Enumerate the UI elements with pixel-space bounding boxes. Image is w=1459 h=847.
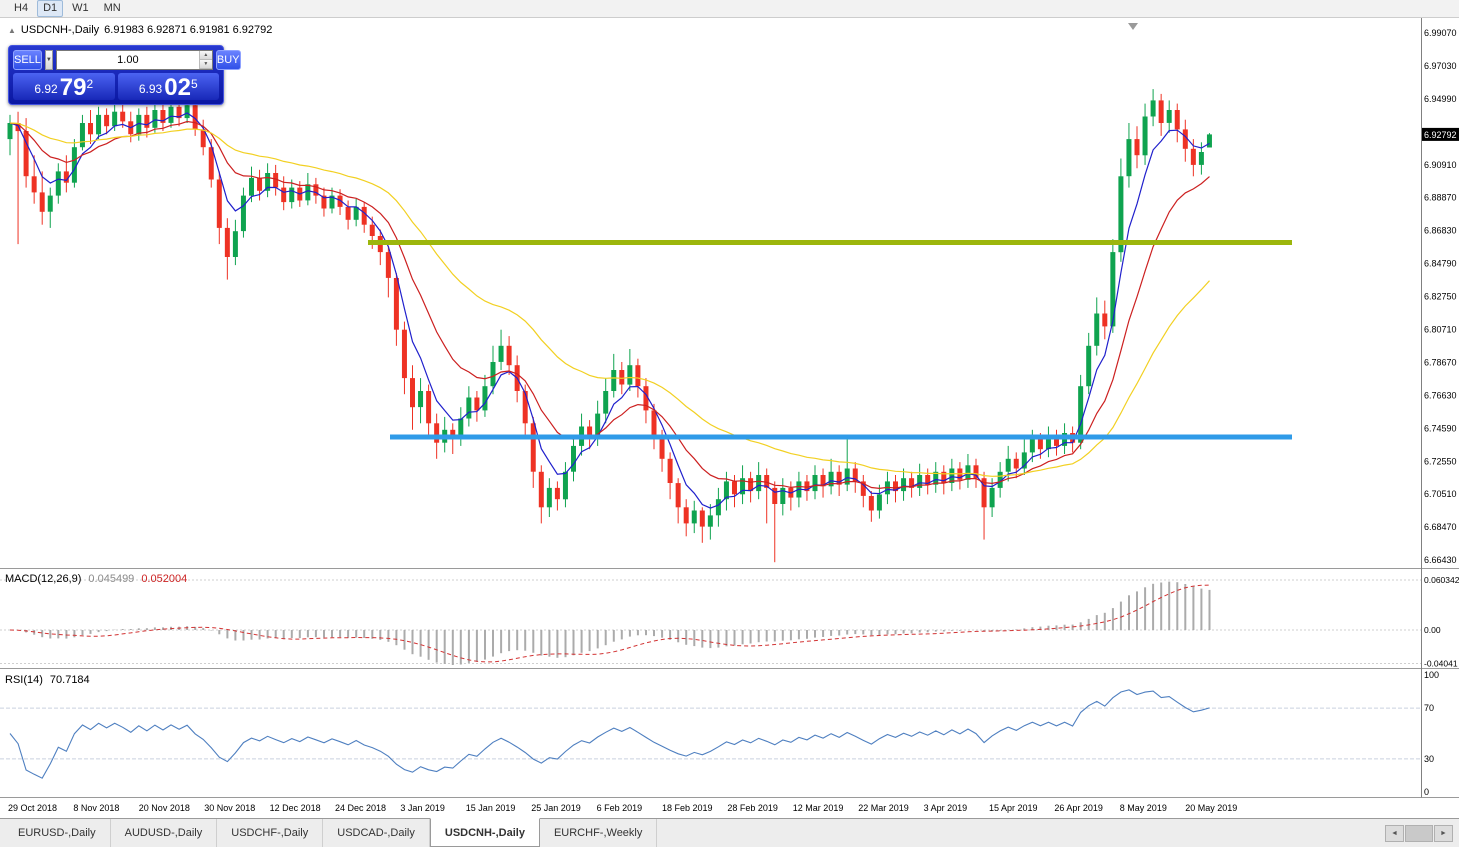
macd-value: 0.045499 [88,573,135,585]
rsi-value: 70.7184 [49,674,90,686]
svg-text:12 Dec 2018: 12 Dec 2018 [270,803,321,813]
svg-text:6.76630: 6.76630 [1424,390,1457,400]
scroll-left-button[interactable]: ◄ [1385,824,1404,842]
svg-text:22 Mar 2019: 22 Mar 2019 [858,803,909,813]
tab-eurusd-daily[interactable]: EURUSD-,Daily [4,819,111,847]
macd-signal-value: 0.052004 [141,573,188,585]
sell-price-big-digits: 79 [59,74,87,101]
timeframe-button-h4[interactable]: H4 [14,2,29,14]
volume-input[interactable] [56,51,199,69]
svg-text:6.72550: 6.72550 [1424,456,1457,466]
tab-usdchf-daily[interactable]: USDCHF-,Daily [217,819,324,847]
svg-text:18 Feb 2019: 18 Feb 2019 [662,803,713,813]
buy-price-big-digits: 02 [164,74,191,101]
svg-text:70: 70 [1424,703,1434,713]
buy-price-display[interactable]: 6.93 02 5 [117,73,219,101]
svg-text:12 Mar 2019: 12 Mar 2019 [793,803,844,813]
tabs-strip: EURUSD-,Daily AUDUSD-,Daily USDCHF-,Daily U… [4,818,658,847]
svg-text:6.92792: 6.92792 [1424,130,1457,140]
svg-text:30: 30 [1424,754,1434,764]
volume-field: ▲ ▼ [55,50,213,70]
tabs-scrollbar: ◄ ► [1385,819,1453,847]
scroll-right-button[interactable]: ► [1434,824,1453,842]
svg-text:6.78670: 6.78670 [1424,357,1457,367]
sell-price-pip: 2 [86,77,94,91]
chart-shift-marker-icon[interactable] [1128,23,1138,30]
svg-text:6.74590: 6.74590 [1424,423,1457,433]
chart-area: 6.990706.970306.949906.929506.909106.888… [0,18,1459,818]
tab-usdcad-daily[interactable]: USDCAD-,Daily [323,819,430,847]
buy-price-pip: 5 [190,77,198,91]
chart-symbol-period: USDCNH-,Daily [20,24,100,36]
chart-ohlc-values: 6.91983 6.92871 6.91981 6.92792 [104,24,273,36]
chart-tabs-bar: EURUSD-,Daily AUDUSD-,Daily USDCHF-,Daily U… [0,818,1459,847]
svg-text:3 Jan 2019: 3 Jan 2019 [400,803,445,813]
svg-text:0.060342: 0.060342 [1424,575,1459,585]
svg-text:20 Nov 2018: 20 Nov 2018 [139,803,190,813]
timeframe-button-mn[interactable]: MN [103,2,121,14]
svg-text:26 Apr 2019: 26 Apr 2019 [1054,803,1103,813]
svg-text:6.86830: 6.86830 [1424,226,1457,236]
svg-text:25 Jan 2019: 25 Jan 2019 [531,803,581,813]
sell-button[interactable]: SELL [13,50,42,70]
svg-text:30 Nov 2018: 30 Nov 2018 [204,803,255,813]
tab-usdcnh-daily[interactable]: USDCNH-,Daily [429,818,540,847]
svg-text:6.68470: 6.68470 [1424,522,1457,532]
timeframe-button-d1[interactable]: D1 [37,0,64,17]
svg-text:15 Jan 2019: 15 Jan 2019 [466,803,516,813]
svg-text:6 Feb 2019: 6 Feb 2019 [597,803,643,813]
rsi-name: RSI(14) [5,674,43,686]
svg-text:6.84790: 6.84790 [1424,259,1457,269]
svg-text:8 May 2019: 8 May 2019 [1120,803,1167,813]
timeframe-toolbar: H4 D1 W1 MN [0,0,1459,18]
scrollbar-thumb[interactable] [1405,824,1433,842]
buy-button[interactable]: BUY [215,50,241,70]
svg-text:24 Dec 2018: 24 Dec 2018 [335,803,386,813]
svg-text:100: 100 [1424,670,1439,680]
rsi-label: RSI(14) 70.7184 [5,674,90,686]
volume-down-button[interactable]: ▼ [199,60,212,69]
volume-dropdown-button[interactable]: ▼ [44,50,53,70]
svg-text:0: 0 [1424,787,1429,797]
svg-text:6.66430: 6.66430 [1424,555,1457,565]
svg-text:0.00: 0.00 [1424,625,1441,635]
svg-text:6.97030: 6.97030 [1424,61,1457,71]
ohlc-header: ▲ USDCNH-,Daily 6.91983 6.92871 6.91981 6.… [8,24,272,36]
sell-price-prefix: 6.92 [34,82,58,96]
svg-text:15 Apr 2019: 15 Apr 2019 [989,803,1038,813]
svg-text:28 Feb 2019: 28 Feb 2019 [727,803,778,813]
svg-text:29 Oct 2018: 29 Oct 2018 [8,803,57,813]
svg-text:3 Apr 2019: 3 Apr 2019 [924,803,968,813]
sell-price-display[interactable]: 6.92 79 2 [13,73,115,100]
macd-label: MACD(12,26,9) 0.045499 0.052004 [5,573,187,585]
volume-up-button[interactable]: ▲ [199,51,212,60]
tab-audusd-daily[interactable]: AUDUSD-,Daily [111,819,218,847]
svg-text:20 May 2019: 20 May 2019 [1185,803,1237,813]
svg-text:6.82750: 6.82750 [1424,292,1457,302]
collapse-chart-icon[interactable]: ▲ [8,26,16,35]
buy-price-prefix: 6.93 [138,82,163,96]
svg-text:6.90910: 6.90910 [1424,160,1457,170]
timeframe-button-w1[interactable]: W1 [72,2,89,14]
macd-name: MACD(12,26,9) [5,573,82,585]
volume-spinner: ▲ ▼ [198,51,212,69]
svg-text:6.88870: 6.88870 [1424,193,1457,203]
svg-text:6.80710: 6.80710 [1424,325,1457,335]
svg-text:6.99070: 6.99070 [1424,28,1457,38]
svg-text:8 Nov 2018: 8 Nov 2018 [73,803,119,813]
svg-text:-0.04041: -0.04041 [1424,659,1458,669]
tab-eurchf-weekly[interactable]: EURCHF-,Weekly [540,819,658,847]
svg-text:6.94990: 6.94990 [1424,94,1457,104]
svg-text:6.70510: 6.70510 [1424,489,1457,499]
chart-canvas[interactable]: 6.990706.970306.949906.929506.909106.888… [0,18,1459,818]
